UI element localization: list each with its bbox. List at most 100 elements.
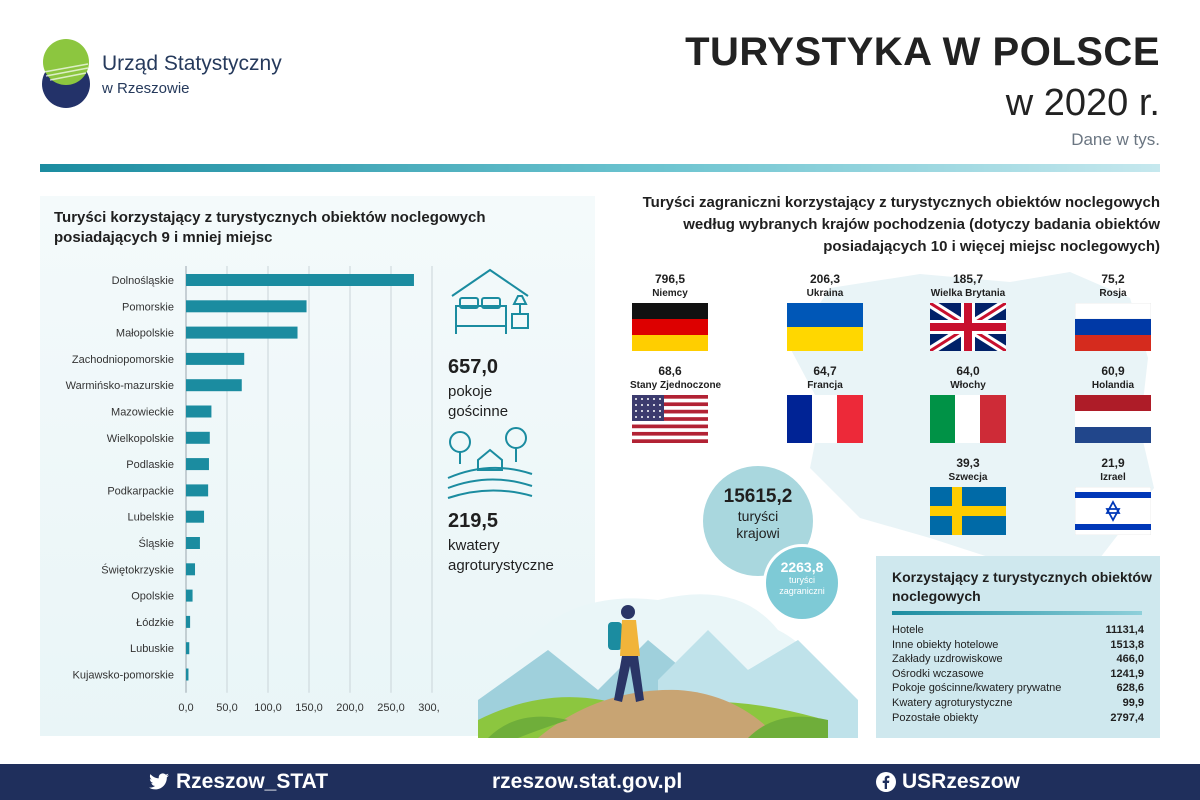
france-flag (787, 395, 863, 443)
bar (186, 537, 200, 549)
category-label: Opolskie (131, 591, 174, 603)
logo-name: Urząd Statystyczny (102, 52, 282, 75)
country-name: Niemcy (652, 288, 688, 299)
foreign-tourists-label-2: zagraniczni (779, 586, 825, 596)
table-row: Hotele 11131,4 (892, 624, 1144, 638)
country-card: 21,9 Izrael (1073, 456, 1153, 535)
x-tick-label: 200,0 (336, 702, 364, 714)
category-label: Zachodniopomorskie (72, 354, 174, 366)
logo-circles-icon (42, 39, 90, 108)
country-card: 185,7 Wielka Brytania (928, 272, 1008, 351)
sweden-flag (930, 487, 1006, 535)
bed-icon (451, 268, 529, 334)
farm-icon (447, 427, 533, 499)
domestic-tourists-value: 15615,2 (723, 486, 793, 507)
footer-twitter-handle: Rzeszow_STAT (176, 770, 329, 793)
voivodeship-bar-chart: 0,0 50,0 100,0 150,0 200,0 250,0 300,0 Dolnoślą… (66, 266, 440, 714)
bar (186, 563, 196, 576)
table-row: Ośrodki wczasowe 1241,9 (892, 668, 1144, 682)
page-year: w 2020 r. (1005, 82, 1160, 124)
country-value: 39,3 (956, 456, 980, 470)
country-name: Włochy (950, 380, 986, 391)
country-card: 75,2 Rosja (1073, 272, 1153, 351)
country-name: Francja (807, 380, 843, 391)
country-value: 206,3 (809, 272, 841, 286)
category-label: Śląskie (139, 537, 174, 550)
facebook-icon (876, 772, 896, 793)
hiker-landscape-illustration (478, 594, 858, 738)
bar (186, 642, 190, 655)
country-value: 185,7 (952, 272, 984, 286)
guest-rooms-value: 657,0 (448, 356, 499, 378)
domestic-tourists-label-1: turyści (737, 508, 779, 524)
foreign-tourists-label-1: turyści (788, 575, 815, 585)
countries-title: Turyści zagraniczni korzystający z turys… (600, 192, 1160, 258)
left-panel: Turyści korzystający z turystycznych obi… (40, 196, 595, 736)
x-tick-label: 250,0 (377, 702, 405, 714)
bar (186, 484, 209, 497)
countries-title-line-1: Turyści zagraniczni korzystający z turys… (642, 194, 1160, 211)
footer-facebook-link[interactable]: USRzeszow (876, 770, 1020, 794)
countries-title-line-2: według wybranych krajów pochodzenia (dot… (683, 216, 1160, 233)
russia-flag (1075, 303, 1151, 351)
country-value: 64,0 (956, 364, 980, 378)
country-card: 39,3 Szwecja (928, 456, 1008, 535)
germany-flag (632, 303, 708, 351)
table-row-label: Ośrodki wczasowe (892, 667, 984, 680)
country-value: 68,6 (658, 364, 682, 378)
table-row-label: Pozostałe obiekty (892, 711, 979, 724)
footer-twitter-link[interactable]: Rzeszow_STAT (148, 770, 328, 794)
country-card: 206,3 Ukraina (785, 272, 865, 351)
category-label: Wielkopolskie (107, 433, 174, 445)
country-name: Izrael (1100, 472, 1126, 483)
bar (186, 379, 242, 392)
bar (186, 668, 189, 681)
table-row: Pokoje gościnne/kwatery prywatne 628,6 (892, 682, 1144, 696)
category-label: Warmińsko-mazurskie (66, 380, 174, 392)
country-value: 21,9 (1101, 456, 1125, 470)
guest-rooms-label-1: pokoje (448, 383, 493, 400)
country-card: 64,7 Francja (785, 364, 865, 443)
footer: Rzeszow_STAT rzeszow.stat.gov.pl USRzesz… (0, 764, 1200, 800)
country-value: 75,2 (1101, 272, 1125, 286)
bar (186, 615, 191, 628)
table-row-label: Inne obiekty hotelowe (892, 638, 999, 651)
table-row: Pozostałe obiekty 2797,4 (892, 712, 1144, 726)
category-label: Łódzkie (136, 617, 174, 629)
logo: Urząd Statystyczny w Rzeszowie (40, 38, 282, 110)
agro-label-2: agroturystyczne (448, 557, 554, 574)
category-label: Lubuskie (130, 643, 174, 655)
country-name: Wielka Brytania (930, 288, 1006, 299)
bar (186, 274, 414, 286)
country-card: 68,6 Stany Zjednoczone (630, 364, 721, 443)
country-name: Ukraina (806, 288, 844, 299)
table-row-label: Kwatery agroturystyczne (892, 697, 1013, 709)
guest-rooms-label-2: gościnne (448, 403, 509, 420)
country-value: 796,5 (654, 272, 686, 286)
country-name: Holandia (1091, 380, 1135, 391)
usa-flag (632, 395, 708, 443)
country-name: Rosja (1099, 288, 1127, 299)
table-row-label: Zakłady uzdrowiskowe (892, 653, 1003, 666)
x-tick-label: 300,0 (418, 702, 440, 714)
chart-title: Turyści korzystający z turystycznych obi… (54, 209, 486, 246)
footer-website-link[interactable]: rzeszow.stat.gov.pl (492, 770, 683, 793)
table-row: Inne obiekty hotelowe 1513,8 (892, 639, 1144, 653)
category-label: Dolnośląskie (112, 275, 174, 287)
accommodation-table-title: Korzystający z turystycznych obiektów no… (892, 569, 1152, 604)
header-divider (40, 164, 1160, 172)
table-row: Kwatery agroturystyczne 99,9 (892, 697, 1144, 711)
category-label: Podkarpackie (107, 485, 174, 497)
country-value: 60,9 (1101, 364, 1125, 378)
accommodation-table-divider (892, 611, 1142, 615)
units-note: Dane w tys. (1071, 130, 1160, 149)
table-row-value: 628,6 (1116, 682, 1144, 695)
netherlands-flag (1075, 395, 1151, 443)
table-row-value: 99,9 (1122, 697, 1144, 709)
page-title: TURYSTYKA W POLSCE (685, 30, 1160, 74)
table-row-value: 2797,4 (1110, 711, 1144, 724)
table-row-label: Pokoje gościnne/kwatery prywatne (892, 682, 1062, 695)
domestic-tourists-label-2: krajowi (736, 525, 780, 541)
countries-title-line-3: posiadających 10 i więcej miejsc noclego… (823, 238, 1160, 255)
country-value: 64,7 (813, 364, 837, 378)
